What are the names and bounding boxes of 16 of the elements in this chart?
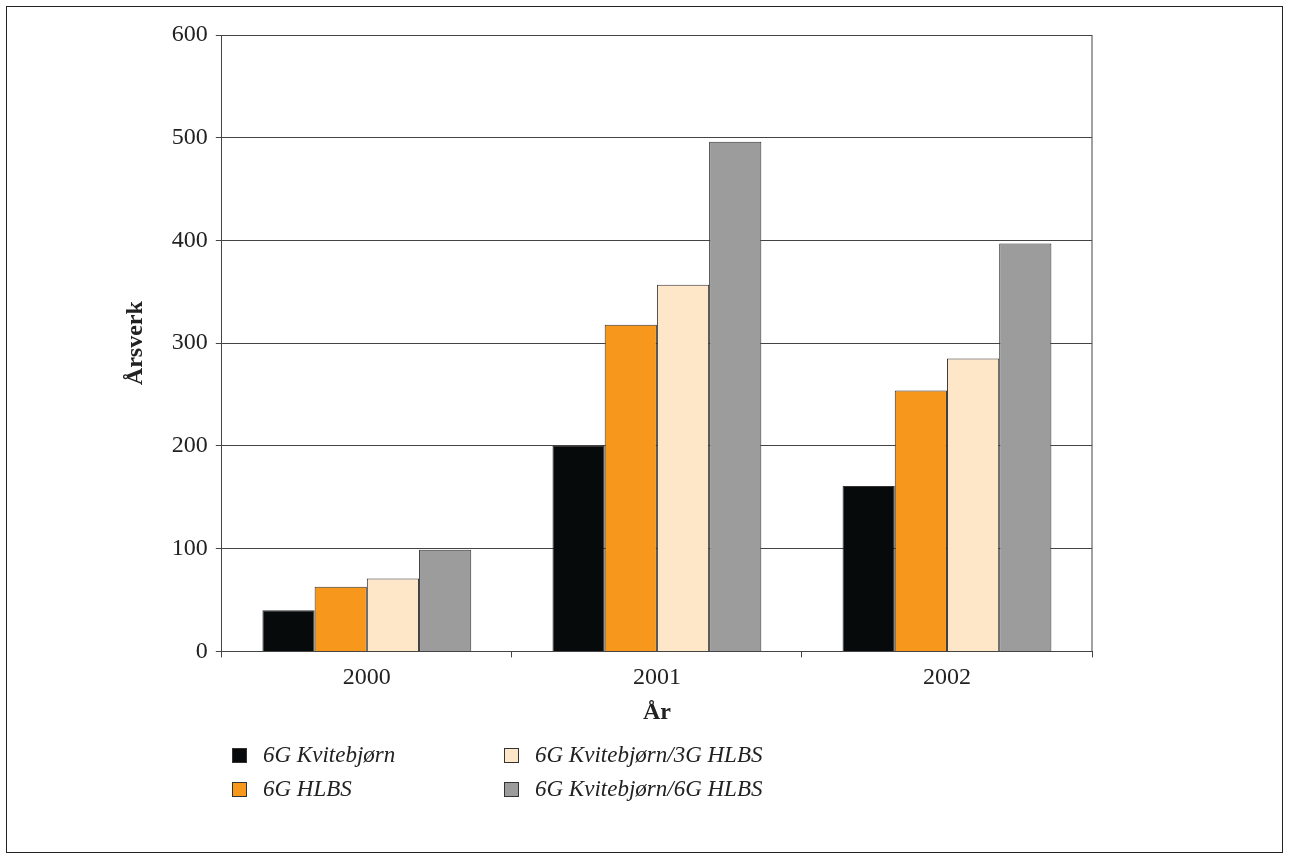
- legend-label: 6G Kvitebjørn/3G HLBS: [535, 742, 763, 768]
- x-axis-title: År: [642, 697, 672, 724]
- x-tick-label: 2001: [632, 663, 681, 690]
- y-tick-label: 0: [195, 636, 208, 663]
- y-tick-label: 500: [171, 123, 208, 150]
- x-tick-label: 2000: [342, 663, 391, 690]
- x-tick-label: 2002: [922, 663, 971, 690]
- y-tick-label: 600: [171, 20, 208, 47]
- y-tick-label: 300: [171, 328, 208, 355]
- y-tick-label: 200: [171, 431, 208, 458]
- legend-label: 6G Kvitebjørn/6G HLBS: [535, 776, 763, 802]
- legend-label: 6G Kvitebjørn: [263, 742, 396, 768]
- legend-label: 6G HLBS: [263, 776, 352, 802]
- y-tick-label: 400: [171, 225, 208, 252]
- y-axis-title: Årsverk: [120, 300, 147, 386]
- y-tick-label: 100: [171, 533, 208, 560]
